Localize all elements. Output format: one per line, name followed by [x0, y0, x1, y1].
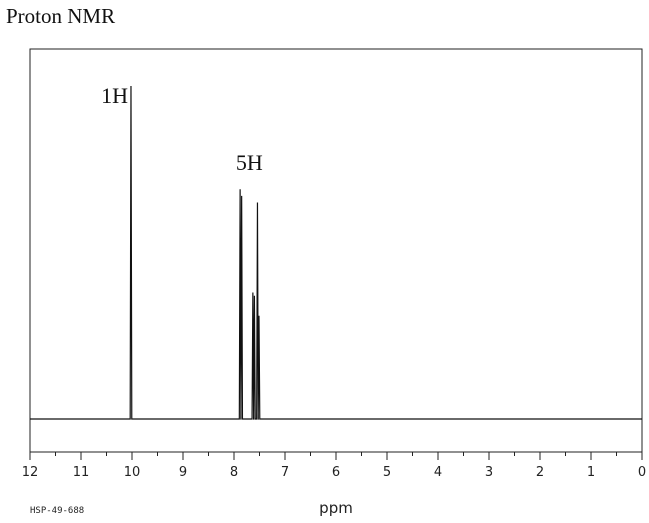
x-tick-label: 9 — [179, 465, 187, 480]
x-axis-major-ticks — [29, 452, 643, 460]
peak-annotations: 1H 5H — [101, 83, 263, 175]
plot-frame — [29, 48, 643, 453]
x-tick-label: 0 — [638, 465, 646, 480]
spectrum-code: HSP-49-688 — [30, 506, 84, 516]
x-tick-label: 11 — [73, 465, 90, 480]
peak-annotation: 5H — [236, 150, 263, 175]
page-title: Proton NMR — [6, 4, 116, 28]
x-tick-label: 2 — [536, 465, 544, 480]
x-tick-label: 5 — [383, 465, 391, 480]
x-tick-label: 10 — [124, 465, 141, 480]
x-tick-label: 3 — [485, 465, 493, 480]
x-axis-tick-labels: 12 11 10 9 8 7 6 5 4 3 2 1 0 — [22, 465, 646, 480]
peak-annotation: 1H — [101, 83, 128, 108]
x-tick-label: 8 — [230, 465, 238, 480]
x-tick-label: 6 — [332, 465, 340, 480]
x-tick-label: 7 — [281, 465, 289, 480]
x-axis-minor-ticks — [55, 452, 617, 456]
x-tick-label: 1 — [587, 465, 595, 480]
x-tick-label: 12 — [22, 465, 39, 480]
spectrum-line — [30, 85, 642, 420]
x-tick-label: 4 — [434, 465, 442, 480]
x-axis-label: ppm — [319, 499, 353, 517]
